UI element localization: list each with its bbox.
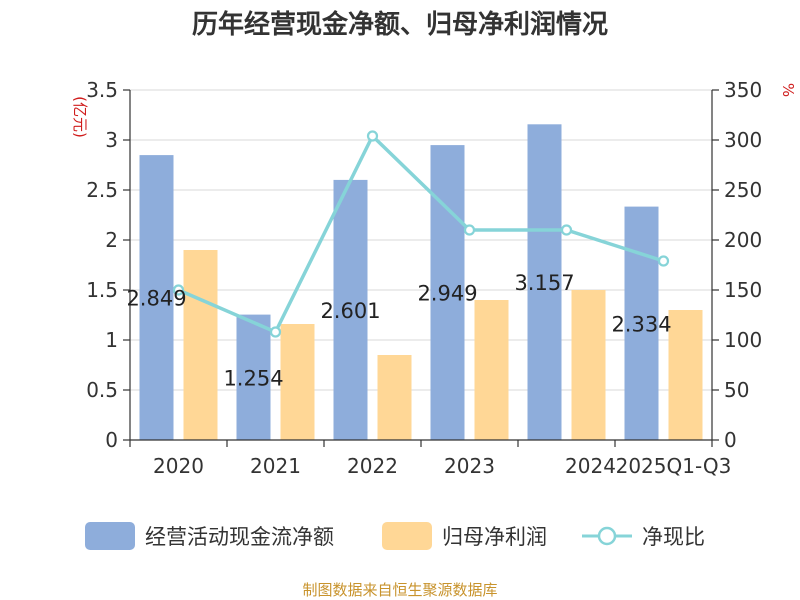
operating-cash-value-label: 1.254 xyxy=(223,366,283,390)
legend-swatch-ratio-marker xyxy=(597,526,617,546)
chart-title: 历年经营现金净额、归母净利润情况 xyxy=(192,9,608,40)
operating-cash-bar xyxy=(430,145,465,440)
legend-label-operating-cash: 经营活动现金流净额 xyxy=(145,525,334,549)
ratio-point xyxy=(463,224,476,236)
data-labels: 2.849 1.254 2.601 2.949 3.157 2.334 xyxy=(126,271,671,390)
right-axis-tick-label: 350 xyxy=(724,78,762,102)
right-axis-tick-label: 250 xyxy=(724,178,762,202)
left-axis-tick-label: 0 xyxy=(105,428,118,452)
right-axis-tick-label: 0 xyxy=(724,428,737,452)
ratio-line xyxy=(177,133,665,335)
x-axis-category-label: 2020 xyxy=(153,454,204,478)
x-axis-category-label: 2023 xyxy=(444,454,495,478)
data-source-note: 制图数据来自恒生聚源数据库 xyxy=(302,581,497,599)
legend: 经营活动现金流净额 归母净利润 净现比 xyxy=(85,522,705,550)
x-axis-category-label: 2024 xyxy=(565,454,616,478)
right-axis-tick-label: 200 xyxy=(724,228,762,252)
operating-cash-bar xyxy=(236,314,271,440)
bars xyxy=(139,124,703,441)
right-axis-tick-label: 300 xyxy=(724,128,762,152)
operating-cash-value-label: 2.334 xyxy=(611,312,671,336)
ratio-point xyxy=(657,255,670,267)
left-axis-tick-label: 0.5 xyxy=(86,378,118,402)
right-axis-unit: % xyxy=(779,83,797,97)
net-profit-bar xyxy=(377,355,412,440)
left-axis-tick-label: 2 xyxy=(105,228,118,252)
net-profit-bar xyxy=(183,250,218,440)
ratio-line-group xyxy=(172,130,670,338)
operating-cash-bar xyxy=(527,124,562,441)
right-axis-tick-label: 150 xyxy=(724,278,762,302)
net-profit-bar xyxy=(280,324,315,440)
net-profit-bar xyxy=(668,310,703,440)
left-axis-tick-label: 3.5 xyxy=(86,78,118,102)
ratio-point xyxy=(560,224,573,236)
ratio-point xyxy=(269,326,282,338)
axes: 0 0 0.5 50 1 100 1.5 150 2 200 2.5 250 3 300 3.5 350 202… xyxy=(86,78,762,478)
x-axis-category-label: 2021 xyxy=(250,454,301,478)
ratio-point xyxy=(172,284,185,296)
gridlines xyxy=(130,89,712,391)
legend-swatch-operating-cash xyxy=(85,522,135,550)
left-axis-tick-label: 2.5 xyxy=(86,178,118,202)
net-profit-bar xyxy=(571,290,606,440)
legend-label-ratio: 净现比 xyxy=(642,525,705,549)
x-axis-category-label: 2022 xyxy=(347,454,398,478)
right-axis-tick-label: 50 xyxy=(724,378,749,402)
operating-cash-value-label: 2.949 xyxy=(417,282,477,306)
ratio-point xyxy=(366,130,379,142)
left-axis-tick-label: 1.5 xyxy=(86,278,118,302)
left-axis-tick-label: 3 xyxy=(105,128,118,152)
legend-label-net-profit: 归母净利润 xyxy=(442,525,547,549)
left-axis-tick-label: 1 xyxy=(105,328,118,352)
net-profit-bar xyxy=(474,300,509,440)
x-axis-category-label: 2025Q1-Q3 xyxy=(616,454,732,478)
operating-cash-value-label: 2.601 xyxy=(320,299,380,323)
operating-cash-bar xyxy=(139,155,174,440)
right-axis-tick-label: 100 xyxy=(724,328,762,352)
left-axis-unit: (亿元) xyxy=(71,96,89,138)
operating-cash-value-label: 3.157 xyxy=(514,271,574,295)
legend-swatch-net-profit xyxy=(382,522,432,550)
operating-cash-value-label: 2.849 xyxy=(126,287,186,311)
operating-cash-bar xyxy=(333,179,368,440)
operating-cash-bar xyxy=(624,206,659,440)
